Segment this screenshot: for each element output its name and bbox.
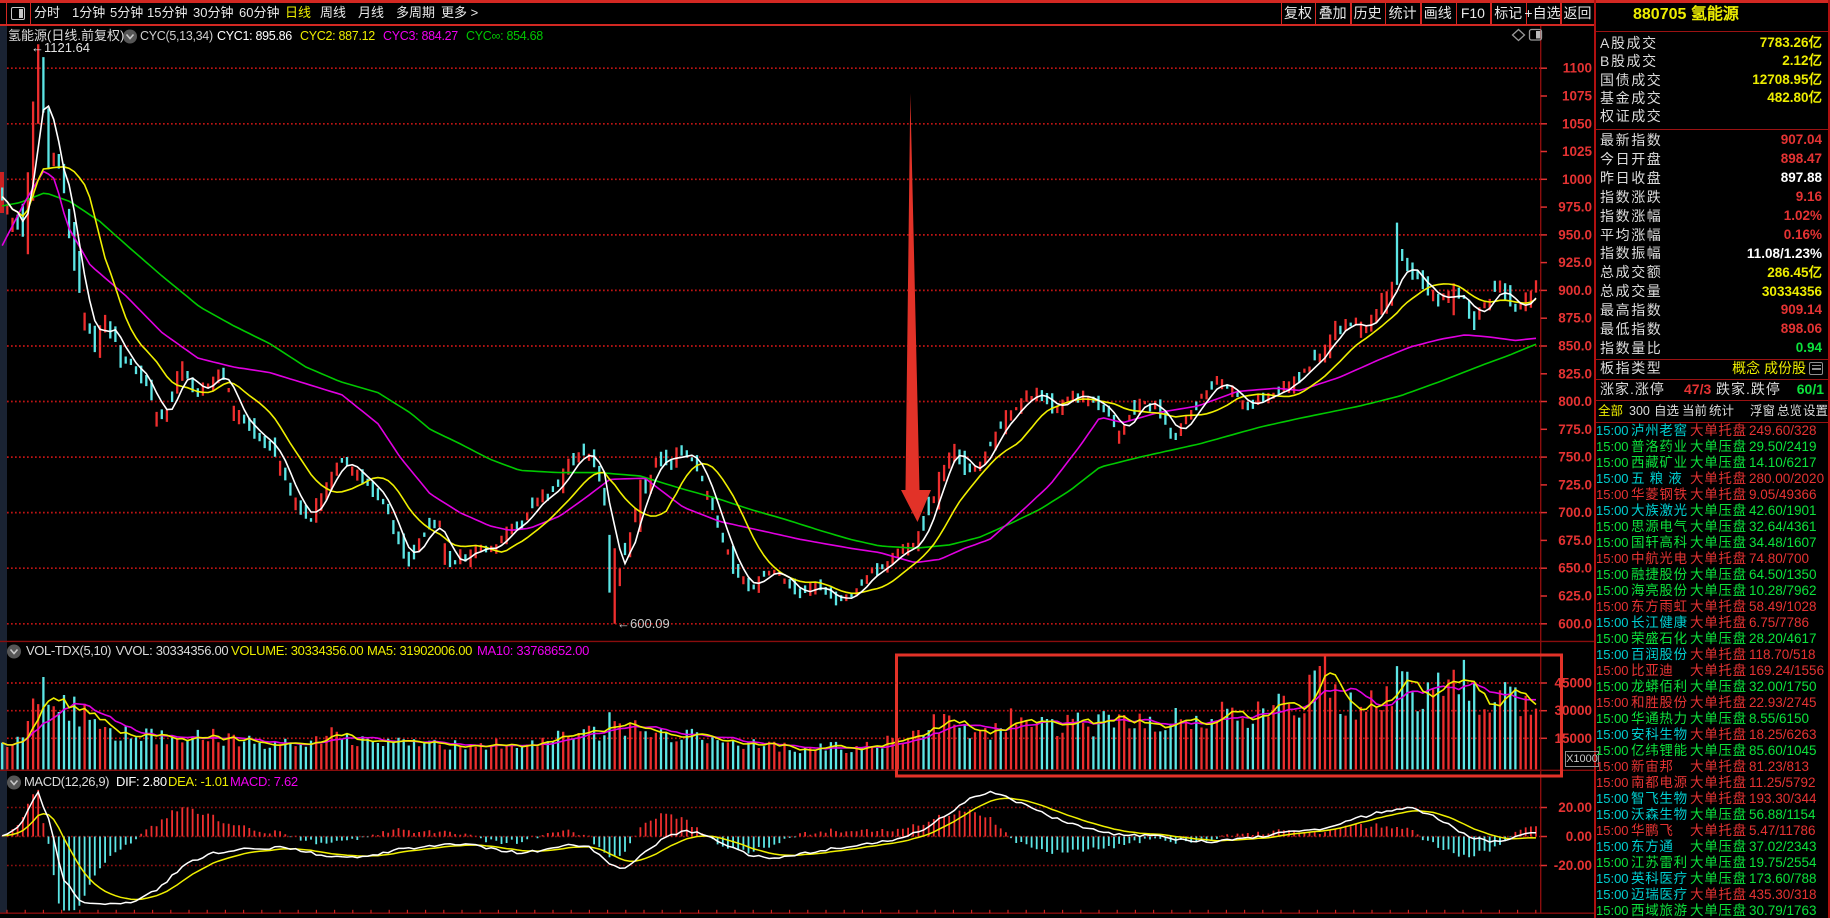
svg-text:0.00: 0.00 [1566,829,1592,844]
svg-text:600.0: 600.0 [1558,616,1592,631]
svg-text:1000: 1000 [1562,172,1592,187]
svg-text:1100: 1100 [1563,61,1592,76]
svg-text:775.0: 775.0 [1558,422,1592,437]
svg-text:850.0: 850.0 [1558,339,1592,354]
svg-text:900.0: 900.0 [1558,283,1592,298]
svg-text:975.0: 975.0 [1558,200,1592,215]
svg-text:15000: 15000 [1554,731,1592,746]
svg-text:20.00: 20.00 [1558,800,1592,815]
svg-text:650.0: 650.0 [1558,561,1592,576]
svg-text:1050: 1050 [1562,116,1592,131]
svg-text:950.0: 950.0 [1558,227,1592,242]
svg-text:675.0: 675.0 [1558,533,1592,548]
svg-text:925.0: 925.0 [1558,255,1592,270]
svg-text:800.0: 800.0 [1558,394,1592,409]
svg-text:1025: 1025 [1562,144,1593,159]
svg-text:875.0: 875.0 [1558,311,1592,326]
svg-text:725.0: 725.0 [1558,477,1592,492]
svg-text:1075: 1075 [1562,89,1593,104]
svg-text:700.0: 700.0 [1558,505,1592,520]
svg-text:625.0: 625.0 [1558,589,1592,604]
svg-text:30000: 30000 [1554,703,1592,718]
svg-text:45000: 45000 [1554,676,1592,691]
svg-text:750.0: 750.0 [1558,450,1592,465]
svg-text:825.0: 825.0 [1558,366,1592,381]
svg-text:-20.00: -20.00 [1554,858,1592,873]
